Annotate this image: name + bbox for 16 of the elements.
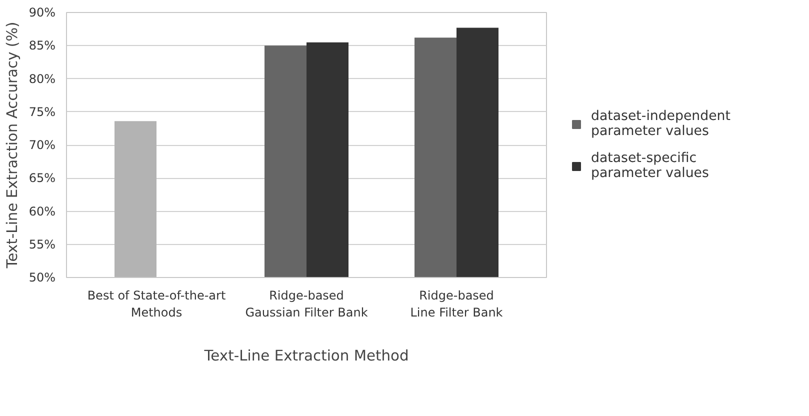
y-tick-label: 55% bbox=[28, 237, 56, 252]
x-tick-label: Ridge-based Line Filter Bank bbox=[410, 288, 503, 320]
x-tick-label: Ridge-based Gaussian Filter Bank bbox=[245, 288, 368, 320]
legend-label: dataset-specific parameter values bbox=[591, 150, 709, 180]
y-tick-label: 60% bbox=[28, 204, 56, 218]
y-axis-title: Text-Line Extraction Accuracy (%) bbox=[4, 22, 21, 270]
y-tick-label: 65% bbox=[28, 171, 56, 186]
y-tick-label: 85% bbox=[28, 38, 56, 53]
legend-label: dataset-independent parameter values bbox=[591, 108, 730, 138]
y-tick-label: 80% bbox=[28, 72, 56, 86]
x-tick-label: Best of State-of-the-art Methods bbox=[87, 288, 226, 320]
y-tick-label: 70% bbox=[28, 138, 56, 152]
y-tick-label: 50% bbox=[28, 270, 56, 284]
y-tick-label: 75% bbox=[28, 104, 56, 119]
y-tick-label: 90% bbox=[28, 6, 56, 20]
x-axis-title: Text-Line Extraction Method bbox=[203, 347, 409, 364]
